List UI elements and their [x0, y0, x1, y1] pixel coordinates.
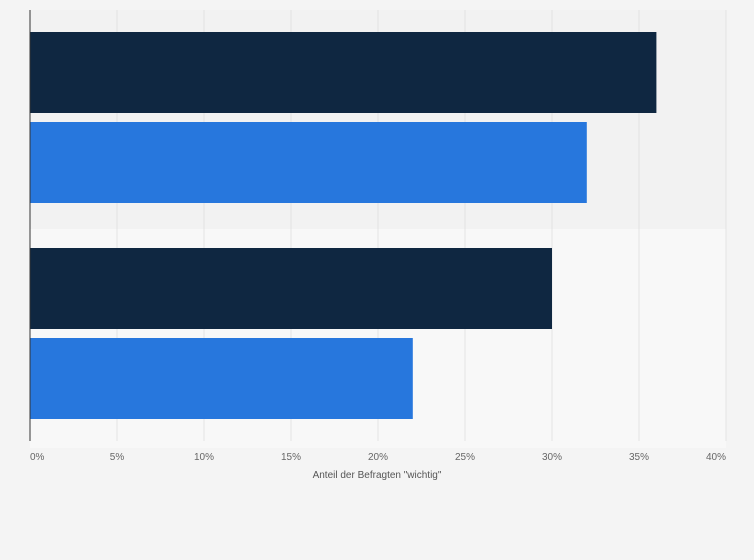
x-tick-label: 25%	[455, 452, 475, 463]
bar	[30, 248, 552, 329]
x-axis-title: Anteil der Befragten "wichtig"	[313, 470, 442, 481]
x-tick-labels: 0% 5% 10% 15% 20% 25% 30% 35% 40%	[30, 452, 726, 463]
x-tick-label: 10%	[194, 452, 214, 463]
x-tick-label: 15%	[281, 452, 301, 463]
bars	[30, 32, 657, 419]
x-tick-label: 20%	[368, 452, 388, 463]
bar	[30, 338, 413, 419]
x-tick-label: 0%	[30, 452, 45, 463]
bar	[30, 122, 587, 203]
bar	[30, 32, 657, 113]
x-tick-label: 35%	[629, 452, 649, 463]
x-tick-label: 40%	[706, 452, 726, 463]
x-tick-label: 30%	[542, 452, 562, 463]
x-tick-label: 5%	[110, 452, 125, 463]
